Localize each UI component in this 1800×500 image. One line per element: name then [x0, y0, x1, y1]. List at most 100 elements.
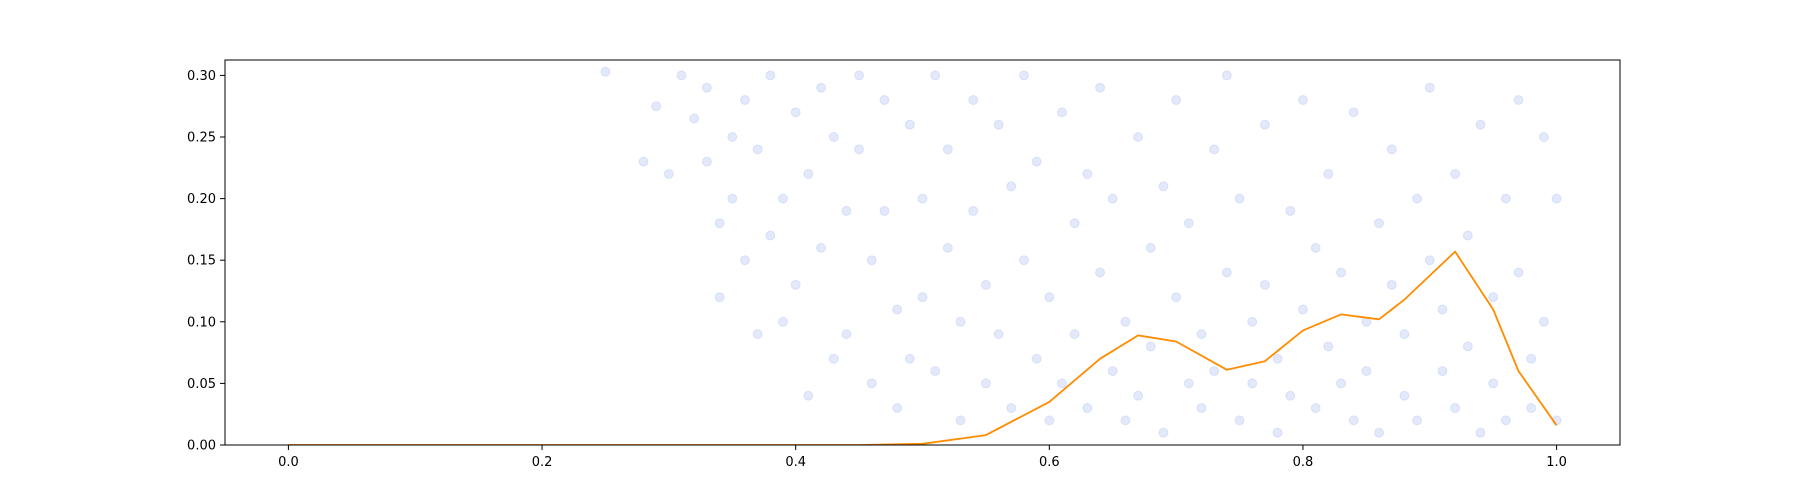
- scatter-point: [600, 66, 611, 77]
- scatter-point: [1082, 403, 1093, 414]
- scatter-point: [1272, 427, 1283, 438]
- scatter-point: [676, 70, 687, 81]
- scatter-point: [904, 119, 915, 130]
- scatter-point: [727, 132, 738, 142]
- scatter-point: [993, 329, 1004, 340]
- scatter-point: [866, 378, 877, 389]
- scatter-point: [1323, 341, 1334, 352]
- scatter-point: [1107, 193, 1118, 204]
- scatter-point: [980, 378, 991, 389]
- scatter-point: [1437, 304, 1448, 315]
- scatter-point: [651, 101, 662, 112]
- scatter-point: [1488, 292, 1499, 303]
- scatter-point: [1247, 378, 1258, 389]
- scatter-point: [1209, 144, 1220, 155]
- scatter-point: [1374, 427, 1385, 438]
- scatter-point: [765, 70, 776, 81]
- scatter-point: [701, 156, 712, 167]
- scatter-point: [955, 415, 966, 426]
- scatter-point: [1018, 70, 1029, 81]
- scatter-point: [879, 205, 890, 216]
- y-tick-label: 0.00: [187, 439, 216, 454]
- x-tick-label: 0.0: [278, 455, 299, 470]
- scatter-point: [1336, 267, 1346, 278]
- scatter-point: [1069, 329, 1080, 340]
- scatter-point: [1057, 107, 1067, 118]
- scatter-point: [790, 107, 801, 118]
- line-series: [288, 250, 1558, 445]
- scatter-point: [1196, 329, 1207, 340]
- scatter-point: [1538, 316, 1549, 327]
- x-tick-label: 0.6: [1039, 455, 1060, 470]
- scatter-point: [1361, 366, 1372, 377]
- scatter-point: [1158, 427, 1169, 438]
- scatter-point: [1044, 415, 1055, 426]
- scatter-point: [879, 95, 890, 106]
- scatter-point: [739, 95, 750, 106]
- scatter-point: [1183, 218, 1194, 229]
- scatter-point: [1386, 279, 1397, 290]
- scatter-point: [1500, 415, 1511, 426]
- scatter-point: [1107, 366, 1118, 377]
- y-tick-label: 0.20: [187, 192, 216, 207]
- scatter-point: [1336, 378, 1346, 389]
- scatter-point: [1133, 390, 1144, 401]
- scatter-point: [1513, 267, 1524, 278]
- scatter-point: [778, 193, 788, 204]
- scatter-point: [1538, 132, 1549, 142]
- scatter-point: [968, 95, 979, 106]
- scatter-point: [1234, 193, 1245, 204]
- scatter-point: [1348, 107, 1359, 118]
- scatter-point: [1500, 193, 1511, 204]
- scatter-point: [765, 230, 776, 241]
- scatter-point: [701, 82, 712, 93]
- scatter-point: [1031, 353, 1042, 364]
- scatter-point: [1475, 119, 1486, 130]
- scatter-point: [828, 132, 839, 142]
- scatter-point: [1462, 230, 1473, 241]
- scatter-point: [1297, 304, 1308, 315]
- scatter-point: [727, 193, 738, 204]
- scatter-point: [1069, 218, 1080, 229]
- y-tick-label: 0.15: [187, 254, 216, 269]
- scatter-point: [1006, 181, 1017, 192]
- scatter-point: [1323, 168, 1334, 179]
- scatter-point: [828, 353, 839, 364]
- plot-frame: [224, 59, 1621, 446]
- scatter-point: [714, 218, 725, 229]
- scatter-point: [1057, 378, 1067, 389]
- scatter-point: [752, 144, 763, 155]
- y-tick-label: 0.30: [187, 69, 216, 84]
- scatter-point: [1006, 403, 1017, 414]
- x-axis: 0.0 0.2 0.4 0.6 0.8 1.0: [278, 445, 1567, 470]
- scatter-point: [1247, 316, 1258, 327]
- scatter-point: [1475, 427, 1486, 438]
- scatter-point: [866, 255, 877, 266]
- scatter-point: [955, 316, 966, 327]
- scatter-point: [663, 168, 674, 179]
- scatter-point: [892, 403, 903, 414]
- scatter-point: [1082, 168, 1093, 179]
- scatter-point: [1513, 95, 1524, 106]
- scatter-point: [1259, 119, 1270, 130]
- scatter-point: [816, 82, 827, 93]
- scatter-point: [1196, 403, 1207, 414]
- scatter-point: [1386, 144, 1397, 155]
- y-axis: 0.00 0.05 0.10 0.15 0.20 0.25 0.30: [187, 69, 225, 454]
- scatter-point: [1095, 267, 1106, 278]
- scatter-point: [816, 242, 827, 253]
- scatter-point: [1488, 378, 1499, 389]
- scatter-point: [841, 205, 852, 216]
- scatter-point: [1209, 366, 1220, 377]
- scatter-point: [1462, 341, 1473, 352]
- scatter-point: [1133, 132, 1144, 142]
- scatter-point: [1234, 415, 1245, 426]
- scatter-point: [841, 329, 852, 340]
- scatter-point: [942, 144, 953, 155]
- scatter-point: [1399, 390, 1410, 401]
- scatter-point: [1158, 181, 1169, 192]
- scatter-point: [1551, 193, 1562, 204]
- scatter-point: [1285, 205, 1296, 216]
- scatter-point: [1526, 353, 1537, 364]
